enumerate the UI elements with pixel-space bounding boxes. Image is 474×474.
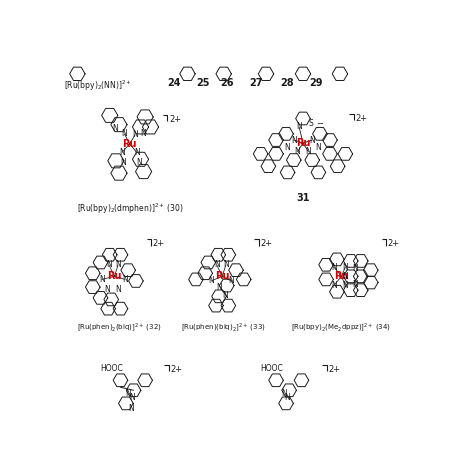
Text: N: N: [296, 122, 302, 131]
Text: N: N: [125, 389, 131, 398]
Text: $\mathregular{[Ru(bpy)_2(NN)]^{2+}}$: $\mathregular{[Ru(bpy)_2(NN)]^{2+}}$: [64, 78, 131, 93]
Text: N: N: [285, 143, 291, 152]
Text: N: N: [115, 285, 121, 294]
Text: N: N: [134, 148, 139, 157]
Text: Ru: Ru: [334, 271, 349, 282]
Text: N: N: [306, 147, 311, 156]
Text: N: N: [99, 275, 105, 284]
Text: N: N: [342, 263, 348, 272]
Text: Ru: Ru: [296, 138, 310, 148]
Text: N: N: [141, 128, 146, 137]
Text: $\mathregular{[Ru(bpy)_2(Me_2dppz)]^{2+}}$ (34): $\mathregular{[Ru(bpy)_2(Me_2dppz)]^{2+}…: [292, 321, 392, 334]
Text: N: N: [353, 280, 358, 289]
Text: 27: 27: [249, 78, 263, 89]
Text: N: N: [214, 260, 219, 269]
Text: 31: 31: [296, 193, 310, 203]
Text: N: N: [281, 389, 287, 398]
Text: 2+: 2+: [169, 115, 181, 124]
Text: S: S: [308, 119, 313, 128]
Text: −: −: [316, 119, 323, 128]
Text: N: N: [310, 136, 315, 145]
Text: $\mathregular{[Ru(phen)(biq)_2]^{2+}}$ (33): $\mathregular{[Ru(phen)(biq)_2]^{2+}}$ (…: [182, 321, 266, 334]
Text: N: N: [342, 281, 348, 290]
Text: N: N: [209, 276, 214, 285]
Text: N: N: [121, 129, 127, 138]
Text: N: N: [228, 276, 234, 285]
Text: N: N: [129, 393, 135, 402]
Text: N: N: [331, 281, 337, 290]
Text: N: N: [132, 130, 138, 139]
Text: 25: 25: [196, 78, 210, 89]
Text: N: N: [223, 260, 229, 269]
Text: 29: 29: [310, 78, 323, 89]
Text: N: N: [331, 263, 337, 272]
Text: Ru: Ru: [107, 271, 122, 282]
Text: N: N: [128, 404, 134, 413]
Text: N: N: [112, 124, 118, 133]
Text: 2+: 2+: [388, 239, 400, 248]
Text: N: N: [136, 158, 142, 167]
Text: 2+: 2+: [356, 114, 367, 123]
Text: N: N: [120, 158, 126, 167]
Text: N: N: [353, 264, 358, 273]
Text: 24: 24: [168, 78, 181, 89]
Text: 2+: 2+: [153, 239, 165, 248]
Text: N: N: [104, 285, 109, 294]
Text: 26: 26: [220, 78, 234, 89]
Text: $\mathregular{[Ru(bpy)_2(dmphen)]^{2+}}$ (30): $\mathregular{[Ru(bpy)_2(dmphen)]^{2+}}$…: [77, 201, 184, 216]
Text: 2+: 2+: [328, 365, 340, 374]
Text: Ru: Ru: [215, 271, 229, 282]
Text: 2+: 2+: [261, 239, 273, 248]
Text: HOOC: HOOC: [100, 364, 123, 373]
Text: N: N: [291, 136, 297, 145]
Text: N: N: [216, 283, 222, 292]
Text: HOOC: HOOC: [261, 364, 283, 373]
Text: N: N: [122, 275, 128, 284]
Text: N: N: [285, 393, 291, 402]
Text: N: N: [119, 148, 125, 157]
Text: 28: 28: [280, 78, 293, 89]
Text: $\mathregular{[Ru(phen)_2(biq)]^{2+}}$ (32): $\mathregular{[Ru(phen)_2(biq)]^{2+}}$ (…: [77, 321, 162, 334]
Text: N: N: [316, 143, 321, 152]
Text: N: N: [295, 147, 301, 156]
Text: N: N: [106, 260, 112, 269]
Text: N: N: [115, 260, 121, 269]
Text: 2+: 2+: [171, 365, 182, 374]
Text: N: N: [342, 272, 348, 281]
Text: N: N: [222, 291, 228, 300]
Text: Ru: Ru: [122, 139, 137, 149]
